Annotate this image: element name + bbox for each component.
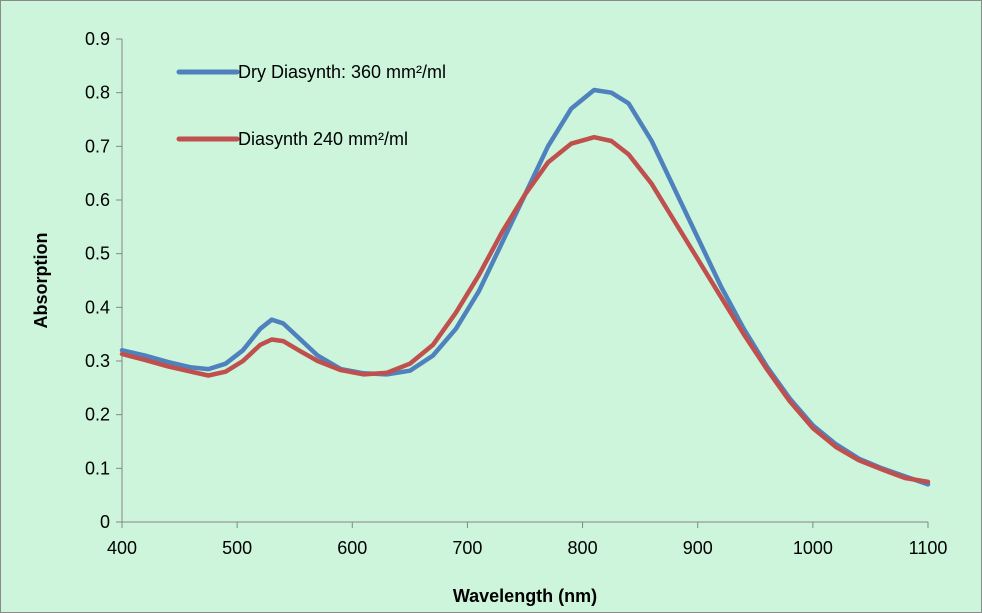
x-tick-label: 900 xyxy=(683,538,713,558)
legend: Dry Diasynth: 360 mm²/ml Diasynth 240 mm²… xyxy=(176,62,446,149)
y-tick-label: 0 xyxy=(100,512,110,532)
x-tick-label: 800 xyxy=(568,538,598,558)
x-tick-label: 600 xyxy=(337,538,367,558)
y-tick-label: 0.6 xyxy=(85,190,110,210)
y-tick-label: 0.9 xyxy=(85,29,110,49)
y-tick-label: 0.4 xyxy=(85,297,110,317)
y-tick-label: 0.3 xyxy=(85,351,110,371)
y-tick-label: 0.5 xyxy=(85,244,110,264)
y-tick-label: 0.1 xyxy=(85,458,110,478)
y-tick-label: 0.7 xyxy=(85,136,110,156)
x-tick-label: 1100 xyxy=(909,538,948,558)
x-tick-label: 500 xyxy=(222,538,252,558)
x-axis-title: Wavelength (nm) xyxy=(453,586,597,606)
series-layer xyxy=(119,87,931,487)
y-tick-label: 0.2 xyxy=(85,405,110,425)
x-tick-label: 400 xyxy=(107,538,137,558)
y-axis-title: Absorption xyxy=(31,233,51,329)
y-tick-label: 0.8 xyxy=(85,83,110,103)
legend-label-2: Diasynth 240 mm²/ml xyxy=(238,129,408,149)
series-line-2 xyxy=(119,134,931,485)
x-tick-label: 700 xyxy=(452,538,482,558)
axes: 0 0.1 0.2 0.3 0.4 0.5 0.6 0.7 0.8 0.9 400 500 600 700… xyxy=(85,29,947,558)
series-line-1 xyxy=(119,87,931,487)
x-tick-label: 1000 xyxy=(793,538,833,558)
legend-label-1: Dry Diasynth: 360 mm²/ml xyxy=(238,62,446,82)
